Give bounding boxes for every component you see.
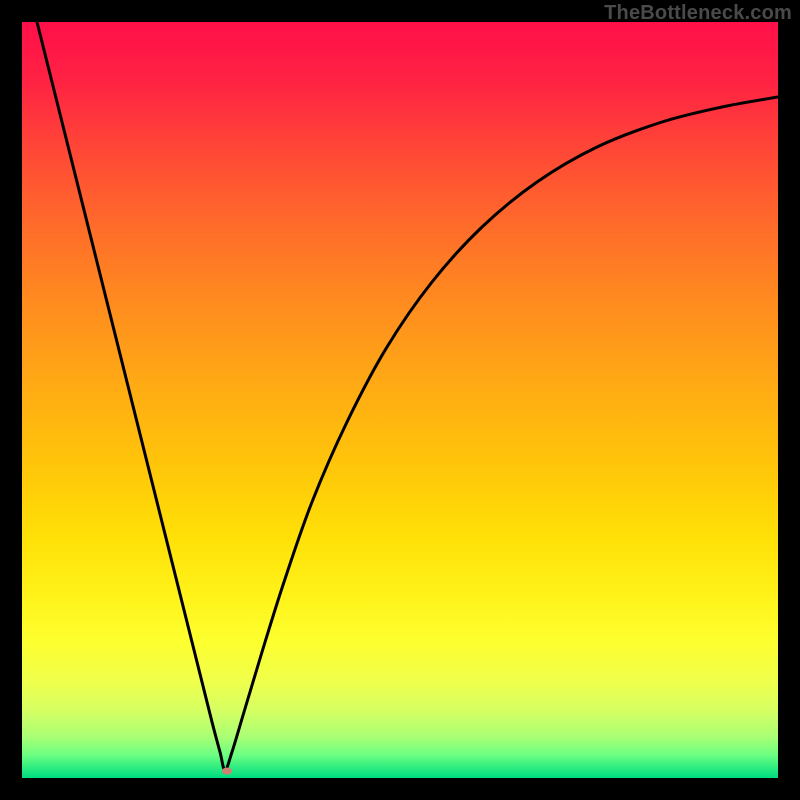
minimum-marker xyxy=(222,768,232,775)
bottleneck-curve xyxy=(22,22,778,778)
plot-area xyxy=(22,22,778,778)
watermark-text: TheBottleneck.com xyxy=(604,2,792,25)
